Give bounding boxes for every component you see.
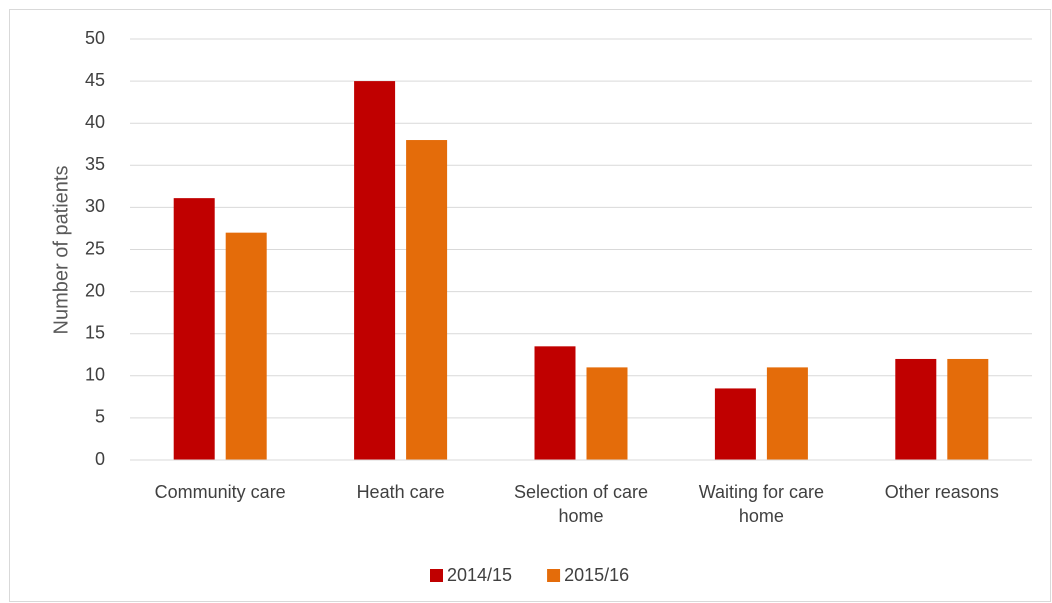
bar bbox=[534, 346, 576, 460]
y-tick-label: 5 bbox=[95, 407, 105, 427]
bar bbox=[586, 367, 628, 460]
bar bbox=[225, 232, 267, 460]
bar bbox=[714, 388, 756, 460]
y-tick-label: 50 bbox=[85, 28, 105, 48]
chart-border bbox=[9, 9, 1051, 602]
x-tick-label: Selection of care home bbox=[513, 482, 649, 526]
x-tick-label: Community care bbox=[154, 482, 286, 502]
y-tick-label: 20 bbox=[85, 280, 105, 300]
y-tick-label: 30 bbox=[85, 196, 105, 216]
bar bbox=[895, 358, 937, 460]
bar bbox=[173, 198, 215, 460]
bar bbox=[354, 81, 396, 460]
legend-label: 2014/15 bbox=[447, 565, 512, 585]
legend-swatch bbox=[547, 569, 561, 582]
x-tick-label: Heath care bbox=[356, 482, 445, 502]
y-tick-label: 35 bbox=[85, 154, 105, 174]
y-axis-title: Number of patients bbox=[50, 166, 72, 335]
y-tick-label: 40 bbox=[85, 112, 105, 132]
y-tick-label: 0 bbox=[95, 449, 105, 469]
bar bbox=[947, 358, 989, 460]
legend-label: 2015/16 bbox=[564, 565, 629, 585]
x-tick-label: Other reasons bbox=[884, 482, 999, 502]
x-tick-label: Waiting for care home bbox=[698, 482, 825, 526]
y-tick-label: 45 bbox=[85, 70, 105, 90]
y-tick-label: 15 bbox=[85, 322, 105, 342]
bar bbox=[406, 140, 448, 461]
y-tick-label: 25 bbox=[85, 238, 105, 258]
y-tick-label: 10 bbox=[85, 365, 105, 385]
legend-swatch bbox=[430, 569, 443, 582]
bar bbox=[766, 367, 808, 460]
